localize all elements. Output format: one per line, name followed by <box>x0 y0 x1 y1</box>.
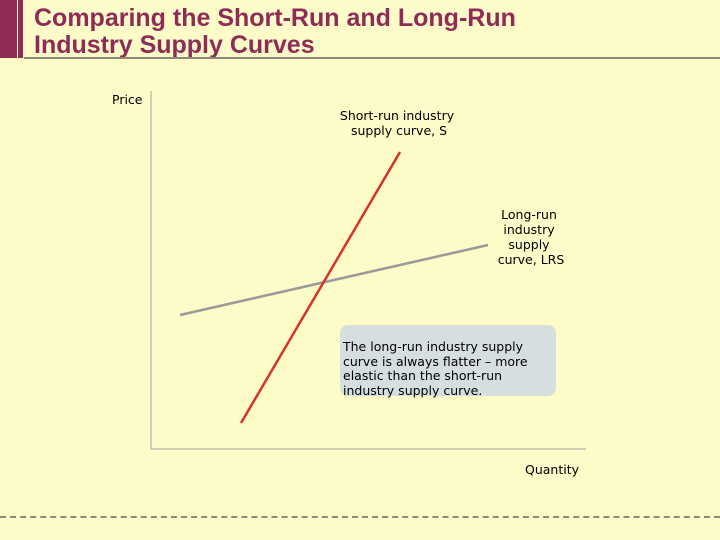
slide-title-line-2: Industry Supply Curves <box>34 31 315 59</box>
short-run-label-line-1: Short-run industry <box>340 108 455 123</box>
long-run-label-line-2: industry <box>503 222 555 237</box>
slide-title-line-1: Comparing the Short-Run and Long-Run <box>34 4 516 32</box>
short-run-label-line-2: supply curve, S <box>351 123 447 138</box>
short-run-supply-curve <box>239 151 402 424</box>
long-run-label-line-3: supply <box>508 237 550 252</box>
title-accent-bar <box>0 0 17 58</box>
long-run-supply-curve <box>179 243 489 317</box>
long-run-curve-label: Long-run industry supply curve, LRS <box>498 207 565 267</box>
long-run-label-line-1: Long-run <box>501 207 557 222</box>
callout-line-2: curve is always flatter – more <box>343 353 528 369</box>
callout-line-3: elastic than the short-run <box>343 368 503 383</box>
callout-line-4: industry supply curve. <box>343 382 483 398</box>
title-divider <box>24 57 720 59</box>
slide-title: Comparing the Short-Run and Long-Run Ind… <box>34 5 714 59</box>
callout-line-1: The long-run industry supply <box>343 339 524 354</box>
short-run-curve-label: Short-run industry supply curve, S <box>340 108 458 138</box>
long-run-label-line-4: curve, LRS <box>498 252 565 267</box>
y-axis-label: Price <box>112 92 143 107</box>
footer-dashed-divider <box>0 516 720 518</box>
elasticity-callout: The long-run industry supply curve is al… <box>340 325 556 398</box>
x-axis-label: Quantity <box>525 462 580 477</box>
title-accent-stripe <box>18 0 23 58</box>
